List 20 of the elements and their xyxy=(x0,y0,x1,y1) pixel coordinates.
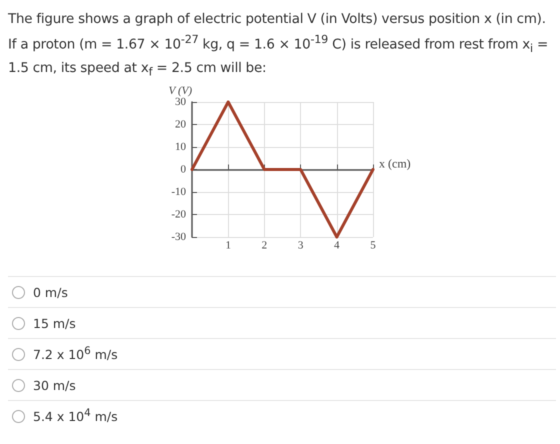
text: 0 m/s xyxy=(33,284,68,300)
x-tick-label: 3 xyxy=(298,240,304,252)
x-tick-label: 5 xyxy=(370,240,376,252)
text: 5.4 x 10$^{4}$ m/s xyxy=(33,407,118,425)
text: 30 m/s xyxy=(33,378,76,392)
y-axis-title: V (V) xyxy=(168,85,192,98)
text: 7.2 x 10$^{6}$ m/s xyxy=(33,345,118,363)
x-tick-label: 2 xyxy=(262,240,268,252)
x-tick-label: 4 xyxy=(334,240,340,252)
y-tick-label: 30 xyxy=(175,96,186,108)
y-tick-label: 0 xyxy=(180,164,186,176)
y-tick-label: -10 xyxy=(171,186,186,198)
x-axis-title: x (cm) xyxy=(379,156,411,170)
chart-title: The figure shows a graph of electric potential V (in Volts) versus position x (in cm). If a proton (m = 1.67 × 10$^{-27}$ kg, q = 1.6 × 10$^{-19}$ C) is released from rest from x$_{i}$ = 1.5 cm, its speed at x$_{f}$ = 2.5 cm will be: xyxy=(8,12,548,79)
text: 15 m/s xyxy=(33,316,76,330)
y-tick-label: -20 xyxy=(171,208,186,220)
y-tick-label: 10 xyxy=(175,141,186,153)
x-tick-label: 1 xyxy=(225,240,231,252)
y-tick-label: -30 xyxy=(171,231,186,243)
y-tick-label: 20 xyxy=(175,118,186,130)
